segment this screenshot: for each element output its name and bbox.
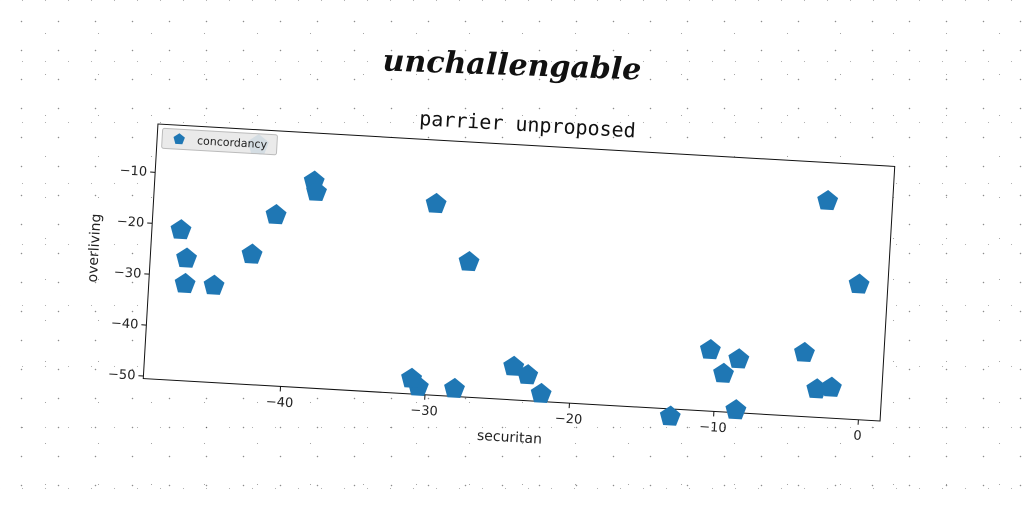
legend: concordancy [161,127,278,156]
y-tick-label: −10 [119,163,147,180]
data-point [241,243,263,264]
x-axis: −40 −30 −20 −10 0 [265,386,862,444]
y-axis-label: overliving [85,213,105,283]
data-point [659,405,681,426]
data-point [425,192,447,214]
data-point [265,204,287,225]
data-point [458,251,480,272]
y-tick-label: −30 [113,265,141,282]
x-tick-label: −10 [699,420,727,437]
x-tick-label: 0 [853,429,862,444]
x-tick-label: −20 [554,411,582,428]
data-point [821,376,842,397]
data-point [848,273,870,294]
data-point [444,377,465,399]
legend-label-concordancy: concordancy [197,134,268,151]
x-tick-label: −30 [410,403,438,420]
y-tick-label: −50 [108,367,136,384]
data-point [699,338,721,360]
data-point [170,219,192,240]
data-point [794,341,815,363]
chart-title: parrier unproposed [419,106,637,142]
plot-area: −40 −30 −20 −10 0 −10 −20 −30 −40 −50 parrier un… [85,106,896,448]
data-point [401,367,423,388]
data-point [530,382,552,404]
data-point [713,362,734,383]
data-point [306,180,327,202]
data-point [174,272,196,294]
data-point [203,274,225,295]
data-point [728,348,750,369]
data-point [176,247,198,268]
y-axis: −10 −20 −30 −40 −50 [108,163,156,384]
x-tick-label: −40 [265,395,293,412]
points-layer [170,134,870,426]
data-point [517,364,539,385]
y-tick-label: −20 [116,214,144,231]
x-axis-label: securitan [477,428,543,448]
legend-marker-pentagon [173,133,185,145]
legend-box [161,127,278,156]
y-tick-label: −40 [111,316,139,333]
data-point [725,399,747,420]
data-point [817,189,839,211]
